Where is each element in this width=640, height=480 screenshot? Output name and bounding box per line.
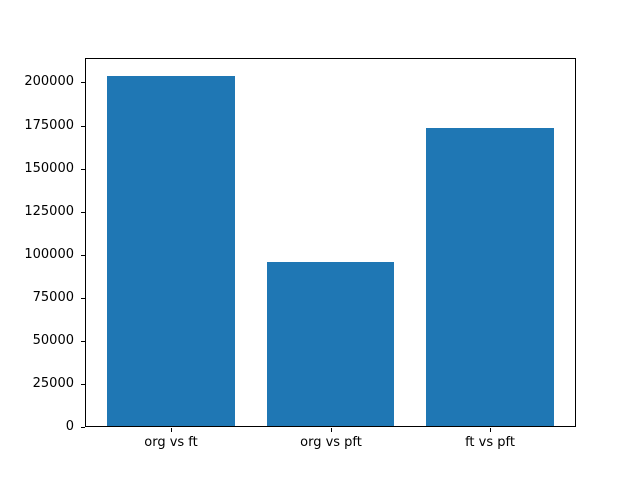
x-axis-tick-label-org-vs-ft: org vs ft [144,435,198,450]
bar-ft-vs-pft [426,128,554,427]
x-tick-mark [331,428,332,432]
x-tick-mark [490,428,491,432]
y-axis-tick-label: 0 [65,419,74,434]
x-axis-tick-label-ft-vs-pft: ft vs pft [465,435,515,450]
y-axis-tick-label: 100000 [24,247,74,262]
y-axis-tick-label: 25000 [32,376,74,391]
bar-org-vs-pft [266,261,395,427]
y-tick-mark [81,298,85,299]
y-tick-mark [81,212,85,213]
y-tick-mark [81,255,85,256]
bar-org-vs-ft [107,75,235,427]
y-axis-tick-label: 200000 [24,74,74,89]
y-tick-mark [81,384,85,385]
y-tick-mark [81,126,85,127]
x-tick-mark [171,428,172,432]
y-axis-tick-label: 50000 [32,333,74,348]
y-tick-mark [81,341,85,342]
y-axis-tick-label: 175000 [24,118,74,133]
y-axis-tick-label: 125000 [24,204,74,219]
y-axis-tick-label: 75000 [32,290,74,305]
x-axis-tick-label-org-vs-pft: org vs pft [300,435,362,450]
y-tick-mark [81,169,85,170]
y-axis-tick-label: 150000 [24,161,74,176]
y-tick-mark [81,82,85,83]
y-tick-mark [81,427,85,428]
